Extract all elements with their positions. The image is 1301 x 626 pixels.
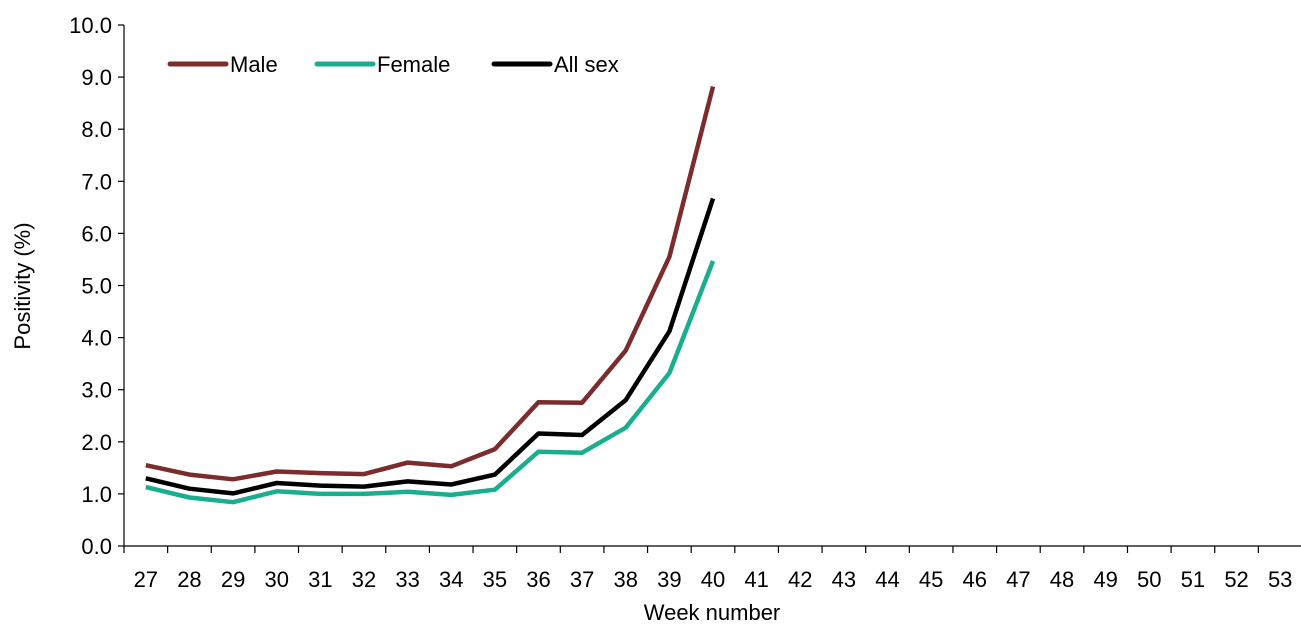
x-tick-label: 48 (1050, 567, 1074, 592)
x-tick-label: 41 (744, 567, 768, 592)
x-tick-label: 29 (221, 567, 245, 592)
x-tick-label: 37 (570, 567, 594, 592)
legend: Male Female All sex (167, 52, 619, 77)
y-tick-label: 4.0 (81, 326, 112, 351)
x-tick-label: 39 (657, 567, 681, 592)
y-tick-label: 1.0 (81, 482, 112, 507)
legend-label-female: Female (377, 52, 450, 77)
x-tick-label: 53 (1268, 567, 1292, 592)
y-tick-label: 6.0 (81, 221, 112, 246)
x-tick-label: 30 (264, 567, 288, 592)
y-axis: 0.0 1.0 2.0 3.0 4.0 5.0 6.0 7.0 8.0 9.0 10.0 (69, 13, 125, 559)
series-line-female (145, 260, 716, 505)
x-tick-label: 51 (1181, 567, 1205, 592)
x-tick-label: 44 (875, 567, 899, 592)
y-tick-label: 3.0 (81, 378, 112, 403)
x-tick-label: 43 (832, 567, 856, 592)
x-tick-label: 31 (308, 567, 332, 592)
series-line-all-sex (145, 197, 716, 496)
x-tick-label: 46 (963, 567, 987, 592)
legend-label-all-sex: All sex (554, 52, 619, 77)
x-tick-label: 35 (483, 567, 507, 592)
legend-label-male: Male (230, 52, 278, 77)
x-tick-label: 38 (613, 567, 637, 592)
y-tick-label: 7.0 (81, 169, 112, 194)
x-tick-label: 36 (526, 567, 550, 592)
x-tick-label: 45 (919, 567, 943, 592)
y-tick-label: 0.0 (81, 534, 112, 559)
x-tick-label: 28 (177, 567, 201, 592)
series-lines (145, 85, 716, 505)
y-tick-label: 9.0 (81, 65, 112, 90)
y-tick-label: 8.0 (81, 117, 112, 142)
x-axis-title: Week number (644, 600, 781, 625)
x-tick-label: 27 (134, 567, 158, 592)
x-tick-label: 49 (1093, 567, 1117, 592)
x-tick-label: 33 (395, 567, 419, 592)
x-tick-label: 32 (352, 567, 376, 592)
y-axis-title: Positivity (%) (10, 222, 35, 349)
x-tick-label: 42 (788, 567, 812, 592)
x-tick-label: 50 (1137, 567, 1161, 592)
series-line-male (145, 85, 716, 482)
y-tick-label: 5.0 (81, 274, 112, 299)
x-tick-label: 34 (439, 567, 463, 592)
x-tick-label: 47 (1006, 567, 1030, 592)
y-tick-label: 10.0 (69, 13, 112, 38)
x-tick-label: 40 (701, 567, 725, 592)
x-axis: 27 28 29 30 31 32 33 34 35 36 37 38 39 40 41 42 43 44 45 46… (123, 545, 1301, 592)
x-tick-label: 52 (1224, 567, 1248, 592)
y-tick-label: 2.0 (81, 430, 112, 455)
